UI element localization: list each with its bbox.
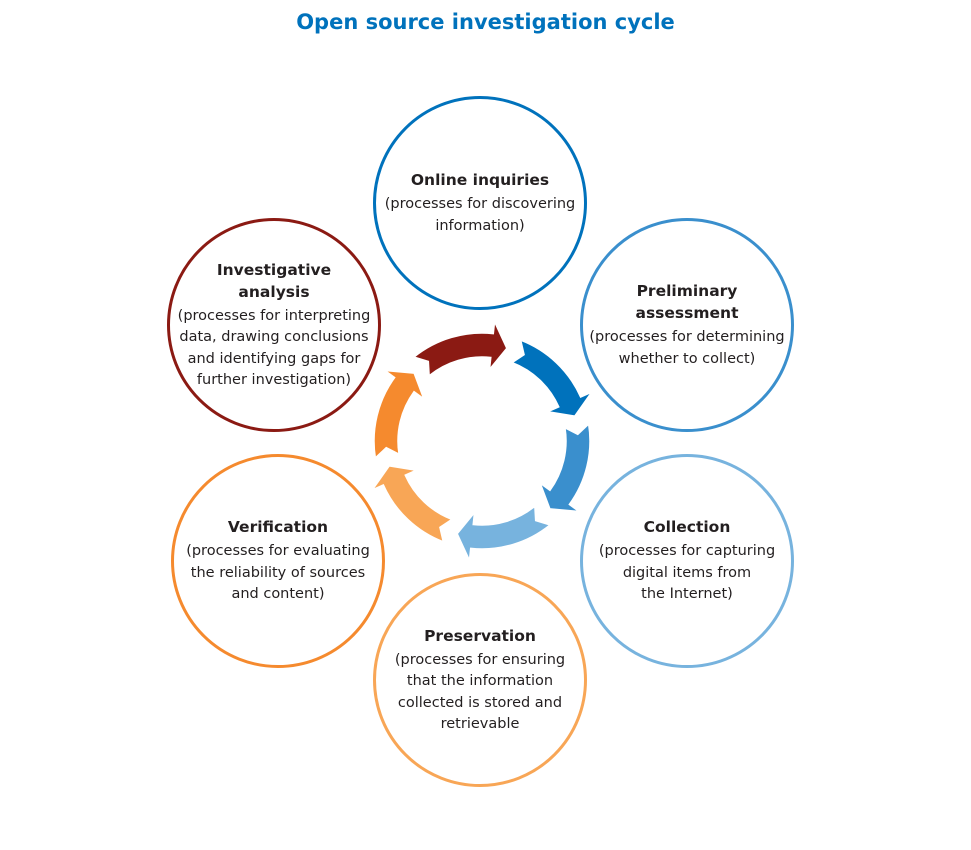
node-heading: Collection bbox=[643, 518, 731, 537]
node-description: (processes for discovering information) bbox=[384, 196, 576, 234]
node-heading: Preliminary assessment bbox=[635, 282, 739, 322]
node-heading: Investigative analysis bbox=[216, 260, 332, 301]
diagram-title: Open source investigation cycle bbox=[296, 10, 675, 34]
arrow-prelim bbox=[538, 422, 591, 513]
node-heading: Online inquiries bbox=[410, 171, 550, 189]
node-description: (processes for interpreting data, drawin… bbox=[177, 307, 371, 389]
node-online-inquiries: Online inquiries (processes for discover… bbox=[373, 96, 587, 310]
arrow-analysis bbox=[412, 318, 508, 378]
arrow-online bbox=[510, 338, 594, 417]
node-verification: Verification (processes for evaluating t… bbox=[171, 454, 385, 668]
arrow-verify bbox=[373, 369, 426, 460]
arrow-preserve bbox=[370, 465, 454, 544]
arrow-collect bbox=[456, 504, 552, 564]
node-description: (processes for determining whether to co… bbox=[589, 329, 785, 367]
node-heading: Verification bbox=[227, 518, 329, 537]
node-investigative-analysis: Investigative analysis (processes for in… bbox=[167, 218, 381, 432]
node-preservation: Preservation (processes for ensuring tha… bbox=[373, 573, 587, 787]
node-preliminary-assessment: Preliminary assessment (processes for de… bbox=[580, 218, 794, 432]
node-description: (processes for evaluating the reliabilit… bbox=[186, 543, 370, 603]
node-description: (processes for ensuring that the informa… bbox=[394, 651, 566, 733]
node-collection: Collection (processes for capturing digi… bbox=[580, 454, 794, 668]
node-description: (processes for capturing digital items f… bbox=[598, 543, 776, 603]
node-heading: Preservation bbox=[424, 626, 536, 645]
